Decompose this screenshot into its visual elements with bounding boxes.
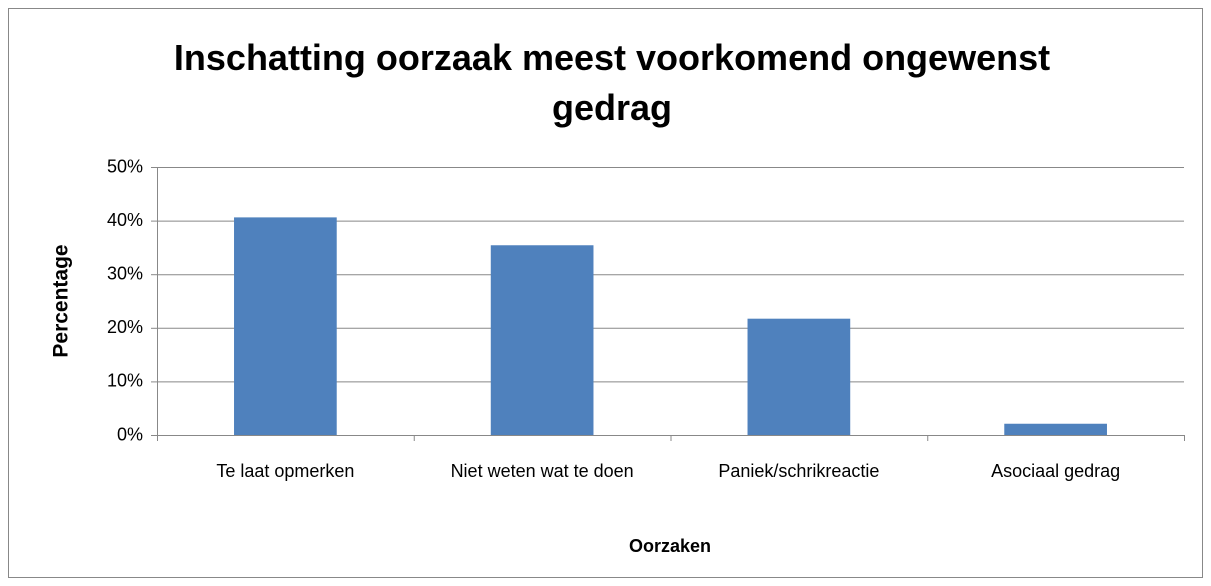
y-tick-label: 50%	[107, 156, 143, 176]
x-tick-label: Niet weten wat te doen	[451, 461, 634, 481]
bar	[234, 217, 337, 435]
bar	[1004, 423, 1107, 435]
y-tick-label: 30%	[107, 263, 143, 283]
bar	[747, 318, 851, 435]
y-tick-label: 40%	[107, 210, 143, 230]
x-axis-label: Oorzaken	[629, 536, 711, 556]
y-tick-label: 10%	[107, 371, 143, 391]
x-tick-label: Paniek/schrikreactie	[718, 461, 879, 481]
chart-border	[8, 8, 1203, 578]
x-tick-label: Te laat opmerken	[216, 461, 354, 481]
y-tick-label: 0%	[117, 424, 143, 444]
y-axis-label: Percentage	[50, 244, 73, 357]
x-tick-label: Asociaal gedrag	[991, 461, 1120, 481]
bar	[490, 245, 594, 435]
y-tick-label: 20%	[107, 317, 143, 337]
chart-title: Inschatting oorzaak meest voorkomend ong…	[174, 37, 1050, 128]
